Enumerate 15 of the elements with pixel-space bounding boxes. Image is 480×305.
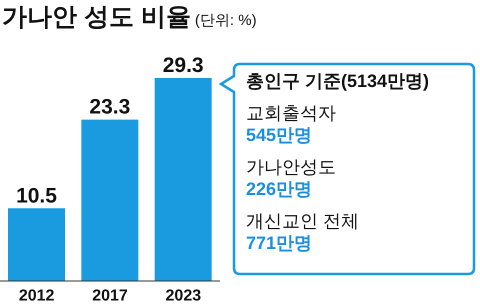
text: 545만명 (246, 124, 314, 146)
chart-title: 가나안 성도 비율 (2, 3, 191, 31)
text: 총인구 기준(5134만명) (246, 70, 430, 92)
text: 개신교인 전체 (246, 210, 360, 232)
data-label: 23.3 (89, 96, 130, 119)
x-tick-label: 2012 (18, 287, 55, 304)
text: 가나안성도 (246, 156, 337, 178)
text: 226만명 (246, 178, 314, 200)
chart-subtitle: (단위: %) (194, 12, 257, 29)
x-tick-label: 2017 (92, 287, 128, 304)
data-label: 29.3 (162, 54, 204, 77)
data-label: 10.5 (16, 184, 58, 208)
x-tick-label: 2023 (166, 287, 202, 304)
text: 771만명 (246, 232, 314, 254)
text: 교회출석자 (246, 102, 337, 124)
